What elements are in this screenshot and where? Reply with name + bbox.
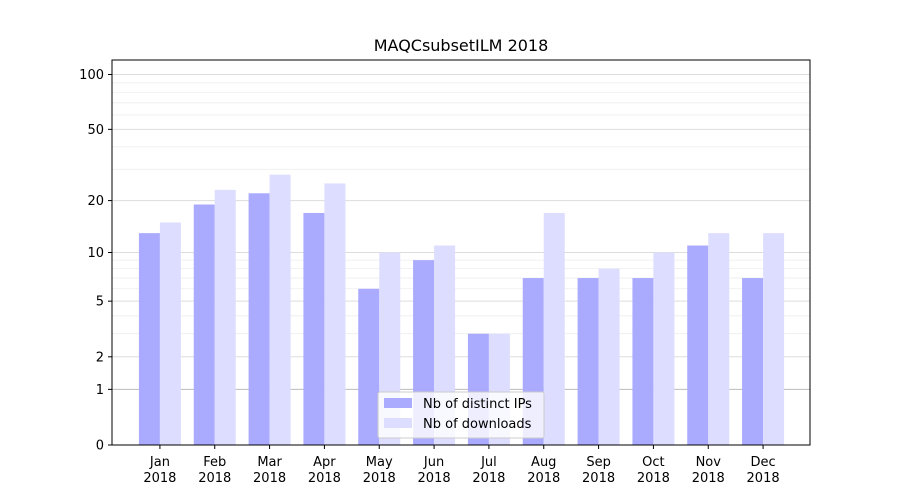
bar-distinct-ips	[358, 288, 380, 445]
legend-label-ips: Nb of distinct IPs	[423, 397, 532, 412]
bar-downloads	[708, 233, 730, 445]
y-tick-label: 10	[87, 246, 104, 261]
y-tick-label: 2	[96, 350, 104, 365]
x-tick-label: Sep 2018	[582, 455, 615, 486]
bar-distinct-ips	[742, 278, 764, 445]
x-tick-label: Jan 2018	[143, 455, 176, 486]
bar-distinct-ips	[303, 212, 325, 445]
legend-swatch-ips	[384, 398, 412, 408]
x-tick-label: Feb 2018	[198, 455, 231, 486]
y-tick-label: 0	[96, 439, 104, 454]
x-tick-label: Jul 2018	[472, 455, 505, 486]
x-tick-label: Apr 2018	[308, 455, 341, 486]
bar-downloads	[763, 233, 785, 445]
bar-downloads	[598, 268, 620, 445]
bar-distinct-ips	[138, 233, 160, 445]
chart-title: MAQCsubsetILM 2018	[374, 36, 549, 55]
y-tick-label: 100	[79, 68, 104, 83]
legend-box	[377, 391, 545, 439]
x-tick-label: Aug 2018	[527, 455, 560, 486]
bar-downloads	[214, 189, 236, 445]
x-tick-label: May 2018	[363, 455, 396, 486]
x-tick-label: Mar 2018	[253, 455, 286, 486]
y-tick-label: 5	[96, 295, 104, 310]
x-tick-label: Oct 2018	[637, 455, 670, 486]
bar-distinct-ips	[193, 204, 215, 445]
y-tick-label: 1	[96, 383, 104, 398]
legend-swatch-downloads	[384, 418, 412, 428]
legend: Nb of distinct IPs Nb of downloads	[377, 391, 545, 439]
y-axis: 0 1 2 5 10 20 50 100	[79, 68, 112, 454]
x-tick-label: Jun 2018	[418, 455, 451, 486]
bar-distinct-ips	[687, 245, 709, 445]
y-tick-label: 50	[87, 123, 104, 138]
y-tick-label: 20	[87, 194, 104, 209]
x-tick-label: Nov 2018	[692, 455, 725, 486]
bar-distinct-ips	[577, 278, 599, 445]
bar-downloads	[653, 252, 675, 445]
bar-downloads	[543, 212, 565, 445]
x-axis: Jan 2018 Feb 2018 Mar 2018 Apr 2018 May 2018 Jun 20…	[143, 445, 780, 486]
bar-downloads	[324, 183, 346, 445]
legend-label-downloads: Nb of downloads	[423, 417, 532, 432]
bar-downloads	[269, 174, 291, 446]
x-tick-label: Dec 2018	[747, 455, 780, 486]
bar-distinct-ips	[632, 278, 654, 445]
bar-distinct-ips	[248, 193, 270, 445]
bar-downloads	[159, 222, 181, 445]
